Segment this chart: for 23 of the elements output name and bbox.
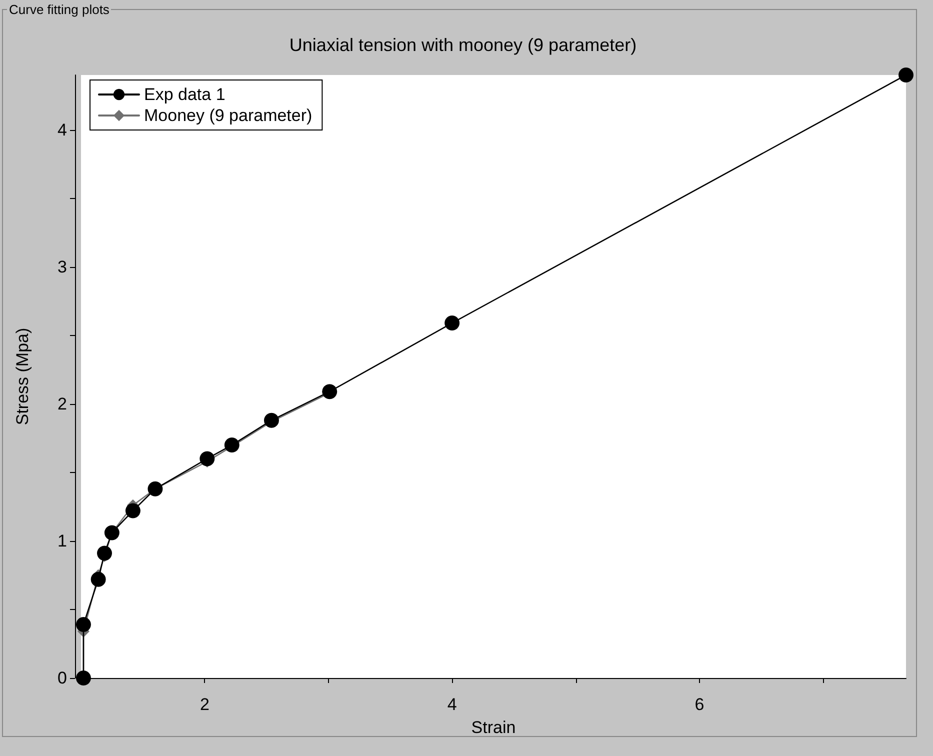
point bbox=[322, 384, 338, 400]
x-tick-label: 2 bbox=[200, 695, 210, 714]
legend-label: Mooney (9 parameter) bbox=[144, 106, 312, 125]
point bbox=[200, 451, 215, 466]
y-tick-label: 2 bbox=[58, 394, 67, 414]
point bbox=[224, 438, 240, 453]
y-tick-label: 1 bbox=[58, 531, 67, 550]
y-axis-title: Stress (Mpa) bbox=[13, 328, 32, 426]
point bbox=[264, 412, 279, 428]
x-axis-title: Strain bbox=[471, 718, 516, 737]
x-tick-label: 4 bbox=[447, 695, 457, 714]
point bbox=[76, 617, 91, 632]
point bbox=[97, 546, 112, 561]
chart-title: Uniaxial tension with mooney (9 parameter) bbox=[289, 35, 637, 55]
y-tick-label: 0 bbox=[58, 668, 67, 688]
point bbox=[125, 503, 140, 518]
legend-label: Exp data 1 bbox=[144, 85, 226, 104]
x-tick-label: 6 bbox=[694, 695, 704, 714]
text: Curve fitting plots bbox=[8, 2, 110, 17]
y-tick-label: 4 bbox=[58, 120, 67, 140]
point bbox=[444, 316, 460, 331]
point bbox=[898, 68, 914, 82]
y-tick-label: 3 bbox=[58, 257, 67, 276]
